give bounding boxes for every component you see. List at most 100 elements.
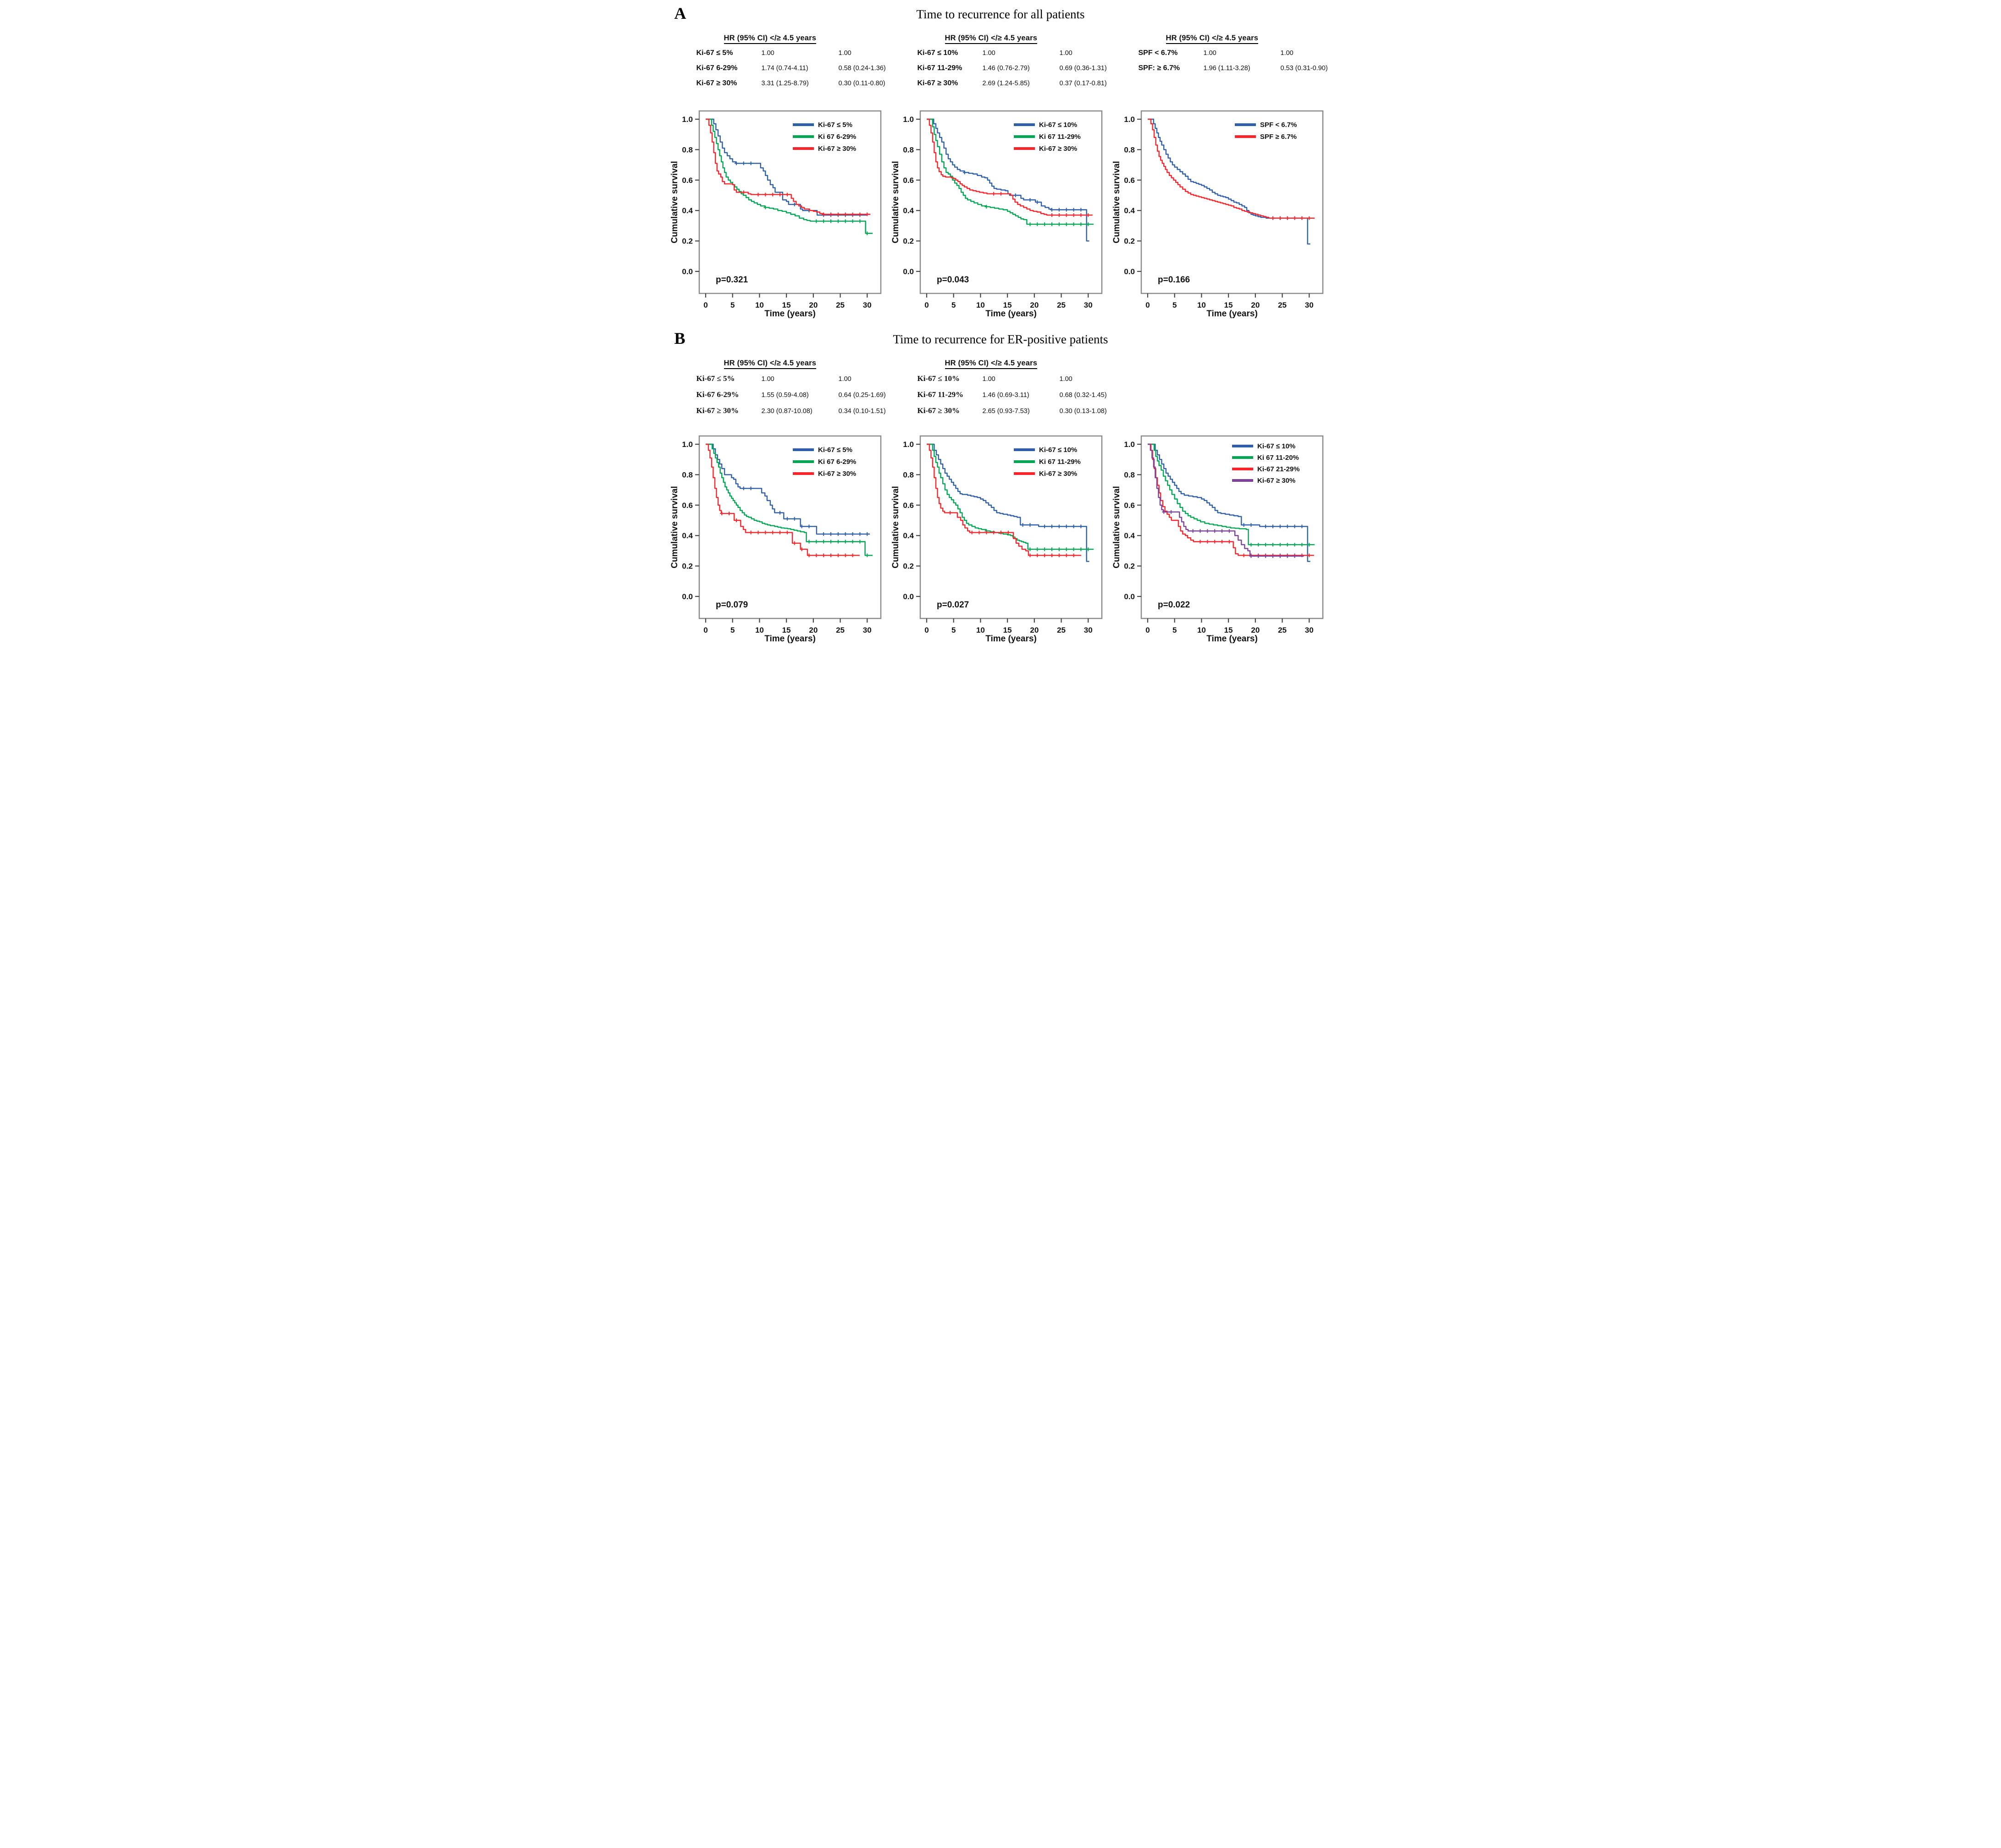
x-tick-label: 10 [1197,301,1205,309]
section-a: A Time to recurrence for all patients HR… [667,3,1334,321]
hr-row-label: Ki-67 ≥ 30% [917,406,960,415]
censor-mark [857,540,862,544]
y-tick-label: 0.6 [682,501,693,510]
censor-mark [843,540,847,544]
censor-mark [1205,540,1209,544]
x-tick-label: 30 [862,626,871,634]
y-tick-label: 1.0 [682,115,693,124]
hr-table-header-text: HR (95% CI) </≥ 4.5 years [724,359,817,369]
censor-mark [800,547,804,552]
x-tick-label: 0 [1145,301,1150,309]
hr-value-late: 0.68 (0.32-1.45) [1059,392,1107,399]
x-tick-label: 15 [1224,301,1233,309]
censor-mark [977,530,981,535]
p-value: p=0.027 [937,600,969,610]
censor-mark [1293,554,1297,558]
hr-value-early: 1.00 [761,375,774,383]
y-tick-label: 0.0 [903,592,914,601]
panel-letter-b: B [674,329,685,348]
censor-mark [851,540,855,544]
censor-mark [1078,547,1083,552]
hr-value-early: 1.00 [1203,50,1216,57]
y-tick-label: 0.8 [1124,145,1135,154]
censor-mark [1050,208,1054,212]
y-tick-label: 0.8 [682,470,693,479]
censor-mark [1042,553,1046,557]
legend-label: Ki 67 11-29% [1039,458,1081,466]
hr-table-header: HR (95% CI) </≥ 4.5 years [945,34,1112,44]
censor-mark [1249,554,1253,558]
hr-value-late: 0.64 (0.25-1.69) [838,392,886,399]
y-tick-label: 0.0 [903,267,914,276]
hr-value-early: 2.69 (1.24-5.85) [982,80,1030,87]
censor-mark [1064,524,1068,529]
chart-wrap-B1: 1.0 0.8 0.6 0.4 0.2 0.0 0 5 10 15 20 25 30 Time (year… [670,432,891,646]
km-curve [926,118,1089,242]
censor-mark [857,212,862,216]
km-curve [926,443,1089,562]
x-tick-label: 10 [976,301,984,309]
censor-mark [836,532,840,536]
section-a-header: A Time to recurrence for all patients [667,3,1334,28]
legend-label: Ki-67 ≥ 30% [818,470,856,478]
censor-mark [1242,553,1246,557]
censor-mark [1035,200,1039,204]
censor-mark [1013,193,1017,197]
y-tick-label: 0.6 [903,501,914,510]
km-chart-A2: 1.0 0.8 0.6 0.4 0.2 0.0 0 5 10 15 20 25 30 Time (year… [891,110,1102,319]
x-tick-label: 25 [1057,626,1066,634]
censor-mark [814,553,818,557]
censor-mark [1271,524,1275,529]
section-b-title: Time to recurrence for ER-positive patie… [893,332,1108,346]
y-axis-label: Cumulative survival [670,161,680,243]
censor-mark [1078,208,1083,212]
section-b-panels: HR (95% CI) </≥ 4.5 years Ki-67 ≤ 5% 1.00 1… [667,353,1334,646]
censor-mark [1050,547,1054,552]
hr-value-early: 1.46 (0.69-3.11) [982,392,1029,399]
censor-mark [1078,222,1083,226]
x-tick-label: 0 [924,301,929,309]
hr-value-early: 1.74 (0.74-4.11) [761,65,808,72]
censor-mark [1299,543,1304,547]
censor-mark [1072,547,1076,552]
censor-mark [1078,524,1083,529]
hr-table-row: Ki-67 ≥ 30% 2.69 (1.24-5.85) 0.37 (0.17-0.… [918,79,1112,88]
censor-mark [1271,216,1275,220]
censor-mark [756,530,760,535]
hr-table-spacer-B3 [1112,353,1333,431]
censor-mark [807,540,811,544]
censor-mark [991,530,995,535]
censor-mark [1161,510,1166,514]
x-tick-label: 20 [1251,626,1260,634]
y-axis-label: Cumulative survival [891,486,901,568]
plot-box [919,435,1102,619]
legend-label: Ki-67 ≥ 30% [1039,145,1077,153]
chart-wrap-A3: 1.0 0.8 0.6 0.4 0.2 0.0 0 5 10 15 20 25 30 Time (year… [1112,107,1333,321]
censor-mark [1198,529,1202,533]
hr-value-early: 1.00 [761,50,774,57]
legend-label: Ki 67 6-29% [818,458,856,466]
censor-mark [829,553,833,557]
hr-value-late: 0.69 (0.36-1.31) [1059,65,1107,72]
censor-mark [1198,540,1202,544]
censor-mark [829,540,833,544]
km-curve [705,443,870,535]
censor-mark [1212,529,1216,533]
legend-label: Ki-67 21-29% [1257,465,1300,473]
hr-value-late: 1.00 [838,50,851,57]
legend-label: SPF ≥ 6.7% [1260,133,1297,141]
y-tick-label: 0.2 [682,237,693,246]
censor-mark [991,192,995,196]
hr-table-row: Ki-67 ≤ 10% 1.00 1.00 [918,49,1112,57]
hr-value-late: 0.53 (0.31-0.90) [1280,65,1328,72]
censor-mark [865,232,869,235]
censor-mark [734,519,738,522]
hr-row-label: Ki-67 ≤ 10% [917,374,960,383]
censor-mark [1078,213,1083,217]
km-curve [705,118,867,216]
hr-row-label: Ki-67 ≤ 10% [917,49,958,57]
hr-row-label: Ki-67 ≤ 5% [696,49,733,57]
censor-mark [1191,529,1195,533]
hr-table-header-text: HR (95% CI) </≥ 4.5 years [945,34,1038,44]
x-tick-label: 5 [730,626,734,634]
